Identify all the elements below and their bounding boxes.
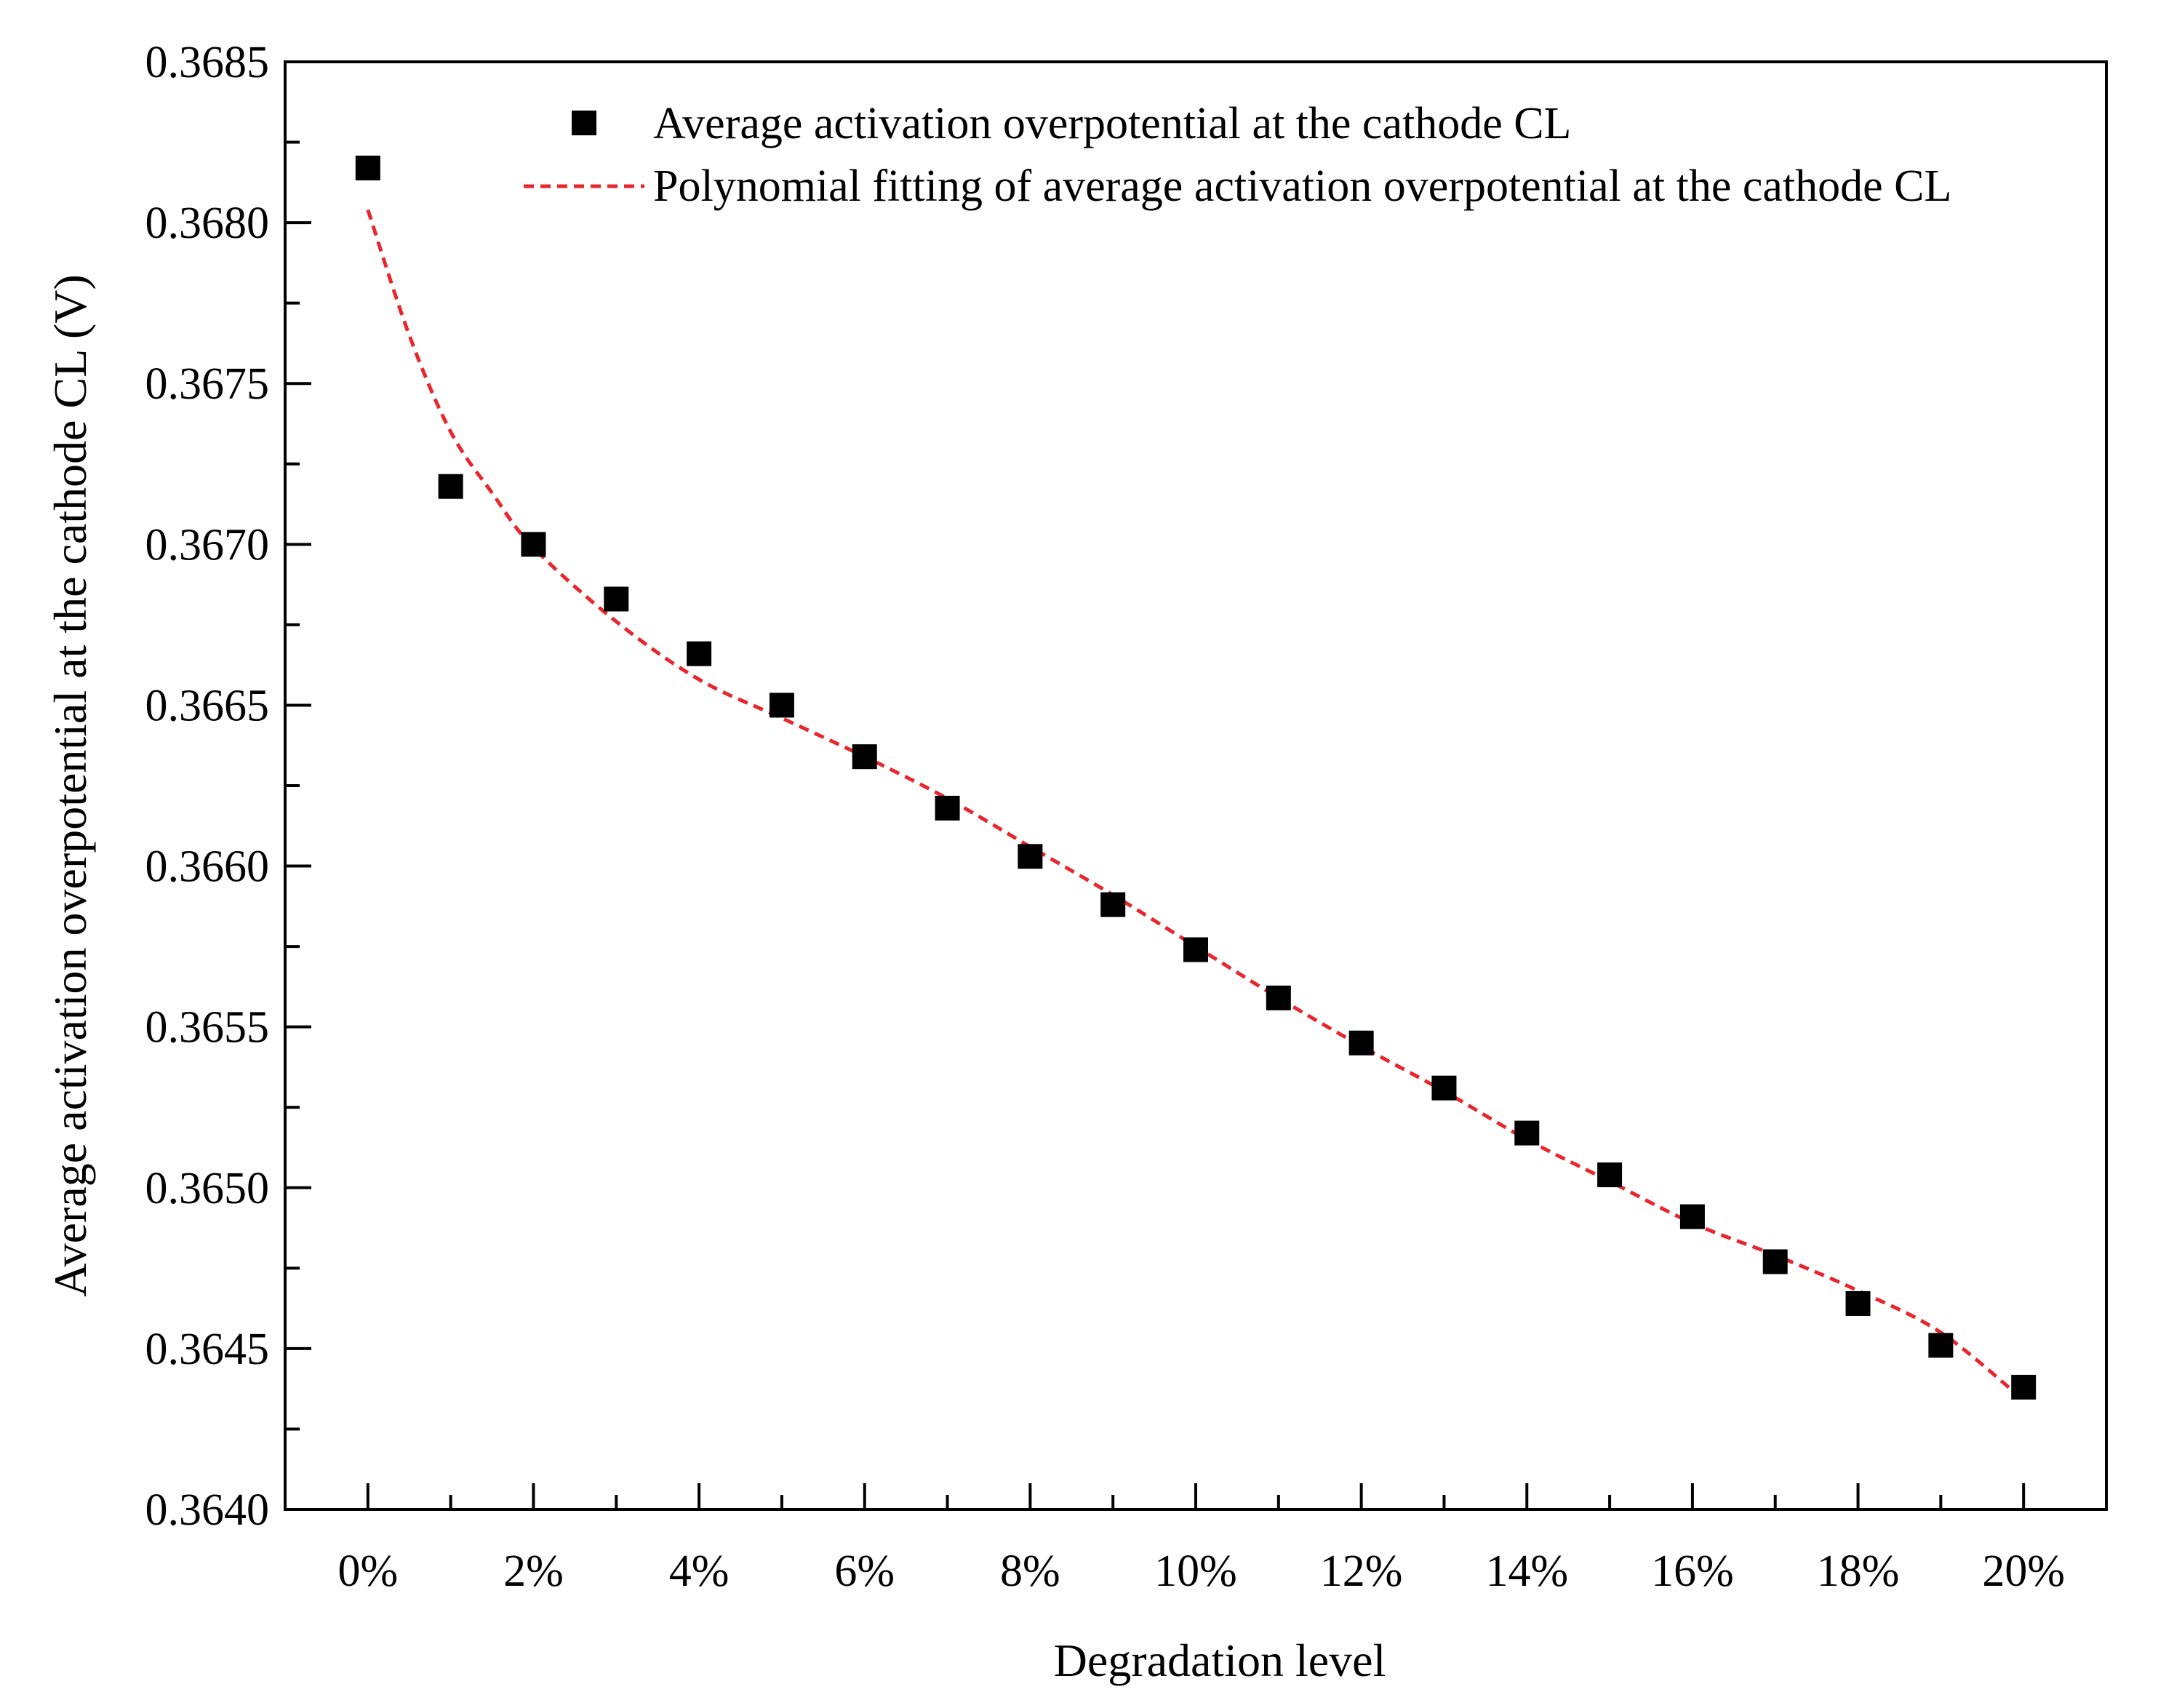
- data-point: [1018, 844, 1043, 869]
- x-tick-label: 12%: [1320, 1547, 1403, 1596]
- y-tick-label: 0.3655: [145, 1003, 270, 1053]
- data-point: [1762, 1249, 1788, 1274]
- x-tick-label: 8%: [1000, 1547, 1060, 1596]
- data-point: [521, 532, 546, 557]
- data-point: [1679, 1204, 1705, 1229]
- x-axis-title: Degradation level: [1054, 1635, 1386, 1686]
- legend-label-fit: Polynomial fitting of average activation…: [653, 161, 1951, 211]
- y-tick-label: 0.3640: [145, 1485, 270, 1535]
- data-point: [1597, 1162, 1623, 1188]
- x-tick-label: 4%: [669, 1547, 730, 1596]
- y-tick-label: 0.3675: [145, 359, 270, 409]
- y-tick-label: 0.3645: [145, 1325, 270, 1374]
- plot-frame: [284, 60, 2108, 1511]
- x-tick-label: 6%: [834, 1547, 895, 1596]
- data-point: [852, 744, 877, 770]
- data-point: [1348, 1030, 1374, 1055]
- data-point: [769, 693, 794, 718]
- x-tick-label: 14%: [1485, 1547, 1568, 1596]
- data-point: [355, 155, 380, 180]
- data-point: [438, 474, 463, 499]
- data-point: [1431, 1075, 1457, 1101]
- x-tick-label: 20%: [1982, 1547, 2065, 1596]
- x-tick-label: 2%: [503, 1547, 564, 1596]
- data-point: [2011, 1374, 2037, 1400]
- y-tick-label: 0.3650: [145, 1164, 270, 1213]
- y-axis-title: Average activation overpotential at the …: [44, 274, 96, 1297]
- y-tick-label: 0.3670: [145, 520, 270, 570]
- x-tick-label: 0%: [337, 1547, 398, 1596]
- data-point: [604, 586, 629, 612]
- series-layer: [355, 155, 2037, 1402]
- data-point: [687, 641, 712, 666]
- data-point: [935, 795, 960, 821]
- y-tick-label: 0.3680: [145, 199, 270, 248]
- legend: Average activation overpotential at the …: [524, 99, 1951, 211]
- y-axis: 0.3640 0.3645 0.3650 0.3655 0.3660 0.3665 0.36…: [145, 38, 311, 1535]
- data-point: [1514, 1120, 1540, 1146]
- x-tick-label: 16%: [1651, 1547, 1734, 1596]
- y-tick-label: 0.3660: [145, 842, 270, 892]
- data-point: [1845, 1290, 1871, 1316]
- legend-label-scatter: Average activation overpotential at the …: [653, 99, 1571, 148]
- x-tick-label: 10%: [1154, 1547, 1237, 1596]
- data-point: [1100, 892, 1126, 917]
- data-point: [1928, 1333, 1954, 1358]
- x-axis: 0% 2% 4% 6% 8% 10% 12% 14% 16% 18% 20%: [337, 1483, 2065, 1596]
- x-tick-label: 18%: [1817, 1547, 1900, 1596]
- data-point: [1266, 985, 1291, 1010]
- legend-marker-scatter: [572, 111, 596, 135]
- y-tick-label: 0.3665: [145, 681, 270, 730]
- fit-line: [366, 209, 2025, 1402]
- data-point: [1183, 937, 1208, 962]
- y-tick-label: 0.3685: [145, 38, 270, 87]
